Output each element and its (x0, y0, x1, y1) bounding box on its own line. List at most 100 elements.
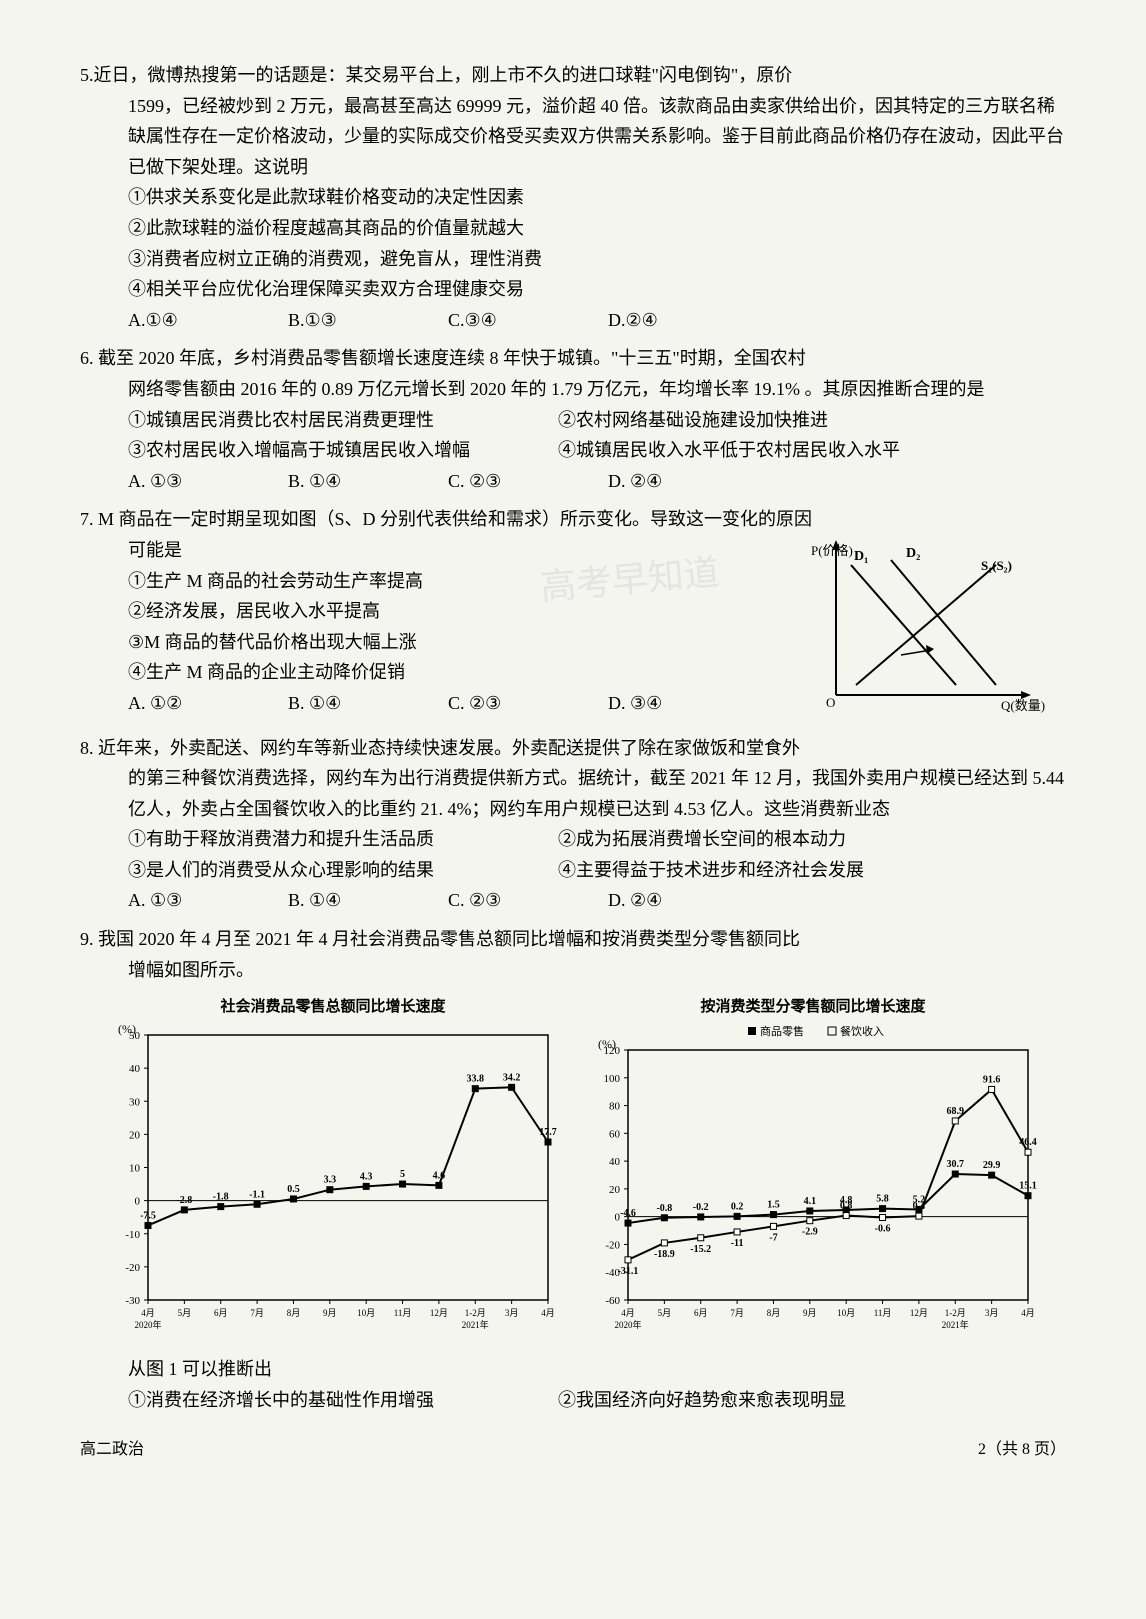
svg-text:-31.1: -31.1 (618, 1266, 639, 1277)
q6-choice-a: A. ①③ (128, 466, 288, 497)
q5-opt1: ①供求关系变化是此款球鞋价格变动的决定性因素 (128, 182, 1066, 213)
svg-text:-60: -60 (605, 1295, 620, 1307)
svg-text:-15.2: -15.2 (690, 1244, 711, 1255)
svg-text:8月: 8月 (767, 1308, 781, 1318)
page-footer: 高二政治 2（共 8 页） (80, 1436, 1066, 1463)
q9-opt1b: ②我国经济向好趋势愈来愈表现明显 (558, 1385, 846, 1416)
svg-text:-2.9: -2.9 (802, 1226, 818, 1237)
svg-text:20: 20 (609, 1184, 621, 1196)
q9-num: 9. (80, 929, 94, 949)
q5-opt3: ③消费者应树立正确的消费观，避免盲从，理性消费 (128, 244, 1066, 275)
svg-text:-18.9: -18.9 (654, 1249, 675, 1260)
supply-demand-chart: P(价格) Q(数量) O D₁ D₂ S₁(S₂) (806, 535, 1066, 725)
q9-stem2: 增幅如图所示。 (128, 960, 254, 980)
svg-text:4月: 4月 (1021, 1308, 1035, 1318)
q6-opt2b: ④城镇居民收入水平低于农村居民收入水平 (558, 435, 900, 466)
svg-text:-0.8: -0.8 (656, 1203, 672, 1214)
svg-text:0.8: 0.8 (840, 1200, 853, 1211)
q5-choice-c: C.③④ (448, 305, 608, 336)
q7-opt2: ②经济发展，居民收入水平提高 (128, 596, 806, 627)
q7-choice-c: C. ②③ (448, 688, 608, 719)
svg-text:3.3: 3.3 (324, 1174, 337, 1185)
question-6: 6. 截至 2020 年底，乡村消费品零售额增长速度连续 8 年快于城镇。"十三… (80, 343, 1066, 496)
svg-text:6月: 6月 (214, 1308, 228, 1318)
q5-choice-d: D.②④ (608, 305, 768, 336)
svg-text:0.2: 0.2 (731, 1201, 744, 1212)
q8-opt1b: ②成为拓展消费增长空间的根本动力 (558, 824, 846, 855)
svg-text:2021年: 2021年 (462, 1319, 489, 1330)
svg-text:10: 10 (129, 1162, 141, 1174)
q6-choice-c: C. ②③ (448, 466, 608, 497)
svg-text:100: 100 (604, 1073, 621, 1085)
svg-text:-10: -10 (125, 1229, 140, 1241)
svg-text:3月: 3月 (985, 1308, 999, 1318)
q6-opt1b: ②农村网络基础设施建设加快推进 (558, 405, 828, 436)
q7-choice-a: A. ①② (128, 688, 288, 719)
q6-stem2: 网络零售额由 2016 年的 0.89 万亿元增长到 2020 年的 1.79 … (128, 379, 985, 399)
svg-text:5月: 5月 (178, 1308, 192, 1318)
q5-choice-a: A.①④ (128, 305, 288, 336)
q9-opt1a: ①消费在经济增长中的基础性作用增强 (128, 1385, 558, 1416)
q5-stem2: 1599，已经被炒到 2 万元，最高甚至高达 69999 元，溢价超 40 倍。… (128, 96, 1064, 177)
svg-text:5: 5 (400, 1169, 405, 1180)
svg-text:-0.2: -0.2 (693, 1202, 709, 1213)
svg-text:1.5: 1.5 (767, 1199, 780, 1210)
svg-text:餐饮收入: 餐饮收入 (840, 1025, 884, 1038)
svg-text:1-2月: 1-2月 (465, 1308, 486, 1318)
svg-text:-30: -30 (125, 1295, 140, 1307)
question-8: 8. 近年来，外卖配送、网约车等新业态持续快速发展。外卖配送提供了除在家做饭和堂… (80, 733, 1066, 917)
x-axis-label: Q(数量) (1001, 698, 1045, 713)
svg-text:34.2: 34.2 (503, 1072, 521, 1083)
svg-text:-4.6: -4.6 (620, 1208, 636, 1219)
svg-text:-20: -20 (125, 1262, 140, 1274)
q8-choice-b: B. ①④ (288, 885, 448, 916)
svg-text:11月: 11月 (874, 1308, 892, 1318)
q5-choice-b: B.①③ (288, 305, 448, 336)
question-7: 7. M 商品在一定时期呈现如图（S、D 分别代表供给和需求）所示变化。导致这一… (80, 504, 1066, 724)
svg-text:60: 60 (609, 1128, 621, 1140)
q8-opt2b: ④主要得益于技术进步和经济社会发展 (558, 855, 864, 886)
svg-text:91.6: 91.6 (983, 1074, 1001, 1085)
svg-text:7月: 7月 (250, 1308, 264, 1318)
chart-1: 社会消费品零售总额同比增长速度 (%)-30-20-10010203040504… (103, 995, 563, 1344)
svg-text:5.8: 5.8 (876, 1193, 889, 1204)
svg-text:9月: 9月 (803, 1308, 817, 1318)
q8-opt2a: ③是人们的消费受从众心理影响的结果 (128, 855, 558, 886)
svg-text:-1.8: -1.8 (213, 1191, 229, 1202)
q5-opt4: ④相关平台应优化治理保障买卖双方合理健康交易 (128, 274, 1066, 305)
q6-opt2a: ③农村居民收入增幅高于城镇居民收入增幅 (128, 435, 558, 466)
q8-num: 8. (80, 738, 94, 758)
q8-stem1: 近年来，外卖配送、网约车等新业态持续快速发展。外卖配送提供了除在家做饭和堂食外 (94, 738, 801, 758)
q5-num: 5. (80, 65, 94, 85)
footer-left: 高二政治 (80, 1436, 144, 1463)
question-9: 9. 我国 2020 年 4 月至 2021 年 4 月社会消费品零售总额同比增… (80, 924, 1066, 1415)
q6-num: 6. (80, 348, 94, 368)
q7-opt4: ④生产 M 商品的企业主动降价促销 (128, 657, 806, 688)
svg-text:20: 20 (129, 1129, 141, 1141)
svg-text:4.3: 4.3 (360, 1171, 373, 1182)
svg-text:120: 120 (604, 1045, 621, 1057)
svg-text:-20: -20 (605, 1239, 620, 1251)
q5-stem1: 近日，微博热搜第一的话题是：某交易平台上，刚上市不久的进口球鞋"闪电倒钩"，原价 (94, 65, 793, 85)
q8-choice-a: A. ①③ (128, 885, 288, 916)
svg-text:50: 50 (129, 1030, 141, 1042)
svg-text:4月: 4月 (541, 1308, 555, 1318)
d2-label: D₂ (906, 546, 920, 561)
y-axis-label: P(价格) (811, 543, 853, 558)
svg-text:9月: 9月 (323, 1308, 337, 1318)
q8-choice-d: D. ②④ (608, 885, 768, 916)
d1-label: D₁ (854, 549, 868, 564)
chart2-title: 按消费类型分零售额同比增长速度 (583, 995, 1043, 1021)
chart-2: 按消费类型分零售额同比增长速度 (%)-60-40-20020406080100… (583, 995, 1043, 1344)
svg-text:68.9: 68.9 (947, 1106, 965, 1117)
svg-text:-7.5: -7.5 (140, 1210, 156, 1221)
svg-text:12月: 12月 (910, 1308, 928, 1318)
q6-choice-b: B. ①④ (288, 466, 448, 497)
svg-text:30: 30 (129, 1096, 141, 1108)
svg-text:40: 40 (609, 1156, 621, 1168)
svg-text:8月: 8月 (287, 1308, 301, 1318)
svg-text:30.7: 30.7 (947, 1159, 965, 1170)
svg-text:40: 40 (129, 1063, 141, 1075)
svg-text:4月: 4月 (141, 1308, 155, 1318)
footer-right: 2（共 8 页） (978, 1436, 1066, 1463)
